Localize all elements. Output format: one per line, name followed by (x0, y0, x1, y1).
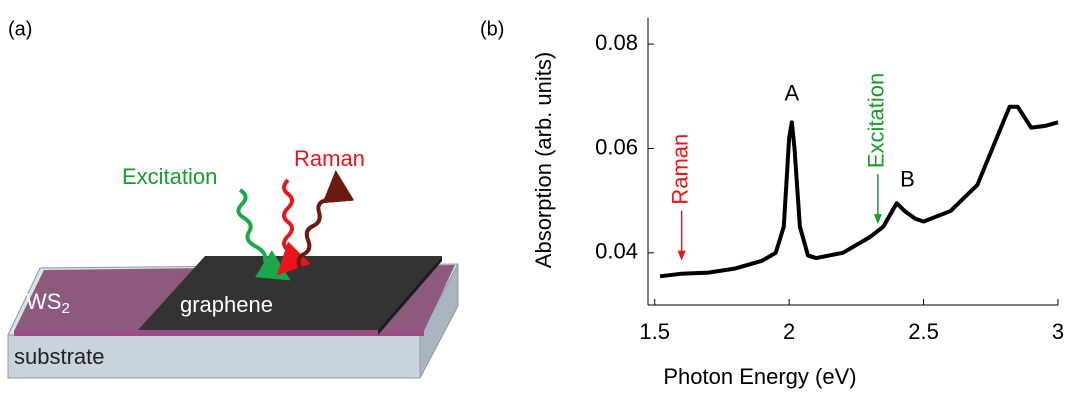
excitation-label: Excitation (122, 164, 217, 189)
y-tick-label: 0.08 (595, 30, 638, 55)
x-tick-label: 2 (783, 319, 795, 344)
peak-label: B (900, 167, 915, 192)
x-tick-label: 1.5 (639, 319, 670, 344)
graphene-label: graphene (180, 292, 273, 317)
arrow-head (873, 214, 882, 225)
graphene-edge (378, 256, 442, 335)
x-axis-label: Photon Energy (eV) (663, 364, 856, 389)
excitation-wave (236, 188, 291, 281)
panel-a: (a) Excitation Raman WS2 graphene substr… (7, 18, 459, 379)
x-tick-label: 3 (1052, 319, 1064, 344)
arrow-label: Raman (667, 134, 692, 205)
arrow-label: Excitation (864, 73, 889, 168)
panel-label: (a) (8, 18, 32, 40)
raman-wave (276, 178, 311, 276)
scattered-wave (296, 170, 355, 269)
absorption-line (659, 104, 1059, 279)
y-tick-label: 0.06 (595, 134, 638, 159)
y-tick-label: 0.04 (595, 239, 638, 264)
raman-label: Raman (294, 146, 365, 171)
ws2-edge (14, 331, 424, 336)
arrow-head (677, 250, 686, 261)
x-tick-label: 2.5 (908, 319, 939, 344)
graphene-layer (138, 256, 442, 330)
peak-label: A (784, 81, 799, 106)
substrate-label: substrate (14, 344, 105, 369)
panel-label: (b) (480, 18, 504, 40)
y-axis-label: Absorption (arb. units) (531, 52, 556, 268)
ws2-label: WS2 (26, 289, 70, 317)
